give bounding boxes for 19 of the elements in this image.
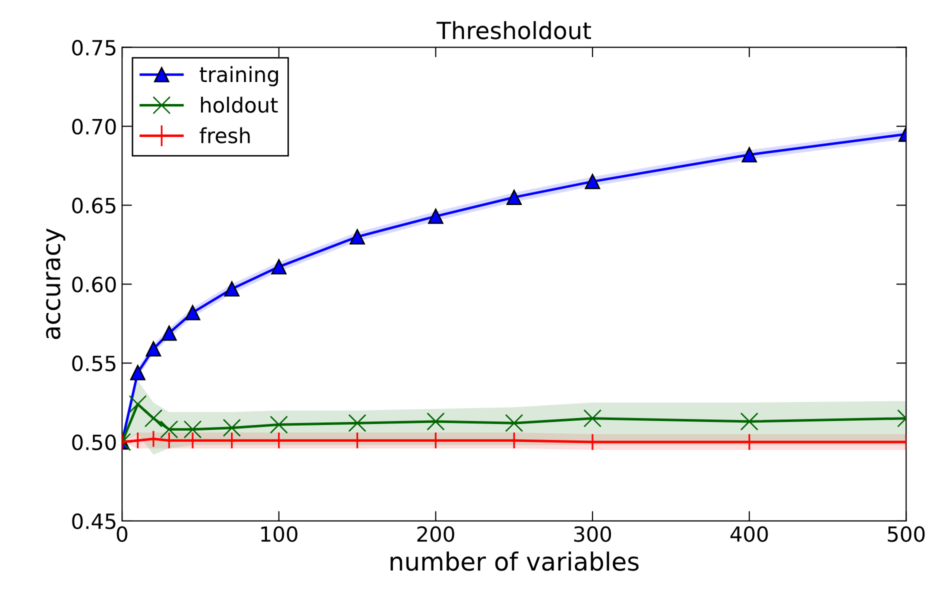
y-tick-label: 0.75 <box>72 40 116 56</box>
y-tick-label: 0.50 <box>72 434 116 450</box>
y-tick-label: 0.45 <box>72 513 116 530</box>
legend-label: fresh <box>200 127 250 144</box>
x-tick-label: 100 <box>261 526 298 542</box>
legend-label: holdout <box>201 96 278 113</box>
x-tick-label: 200 <box>417 526 454 542</box>
chart-title: Thresholdout <box>436 21 592 40</box>
x-tick-label: 0 <box>116 526 128 542</box>
y-axis-title: accuracy <box>46 228 66 340</box>
y-tick-label: 0.70 <box>72 118 116 135</box>
y-tick-label: 0.55 <box>72 356 116 372</box>
x-tick-label: 500 <box>888 526 925 542</box>
x-axis-title: number of variables <box>390 552 639 571</box>
y-tick-label: 0.65 <box>72 198 116 214</box>
x-tick-label: 300 <box>574 526 612 542</box>
legend-label: training <box>200 66 278 86</box>
x-tick-label: 400 <box>730 526 768 542</box>
y-tick-label: 0.60 <box>72 276 116 292</box>
